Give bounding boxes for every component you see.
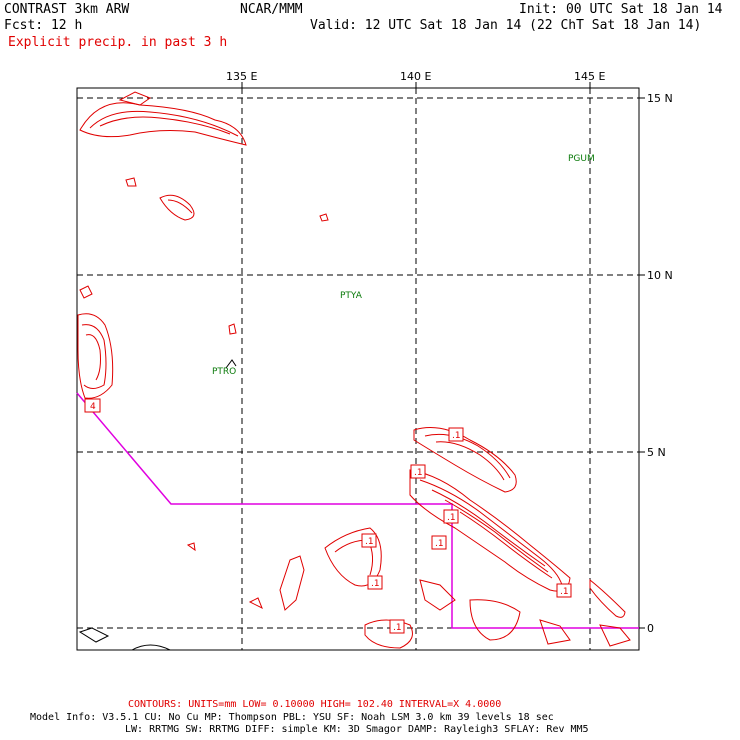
station-ptro: PTRO (212, 367, 236, 377)
lon-label-140: 140 E (400, 70, 431, 83)
contour-label: 4 (90, 402, 96, 412)
contour-label: .1 (435, 539, 444, 549)
contour-label: .1 (393, 623, 402, 633)
lat-label-5: 5 N (647, 446, 666, 459)
init-time: Init: 00 UTC Sat 18 Jan 14 (519, 2, 723, 17)
station-pgum: PGUM (568, 154, 595, 164)
org-label: NCAR/MMM (240, 2, 303, 17)
contour-info: CONTOURS: UNITS=mm LOW= 0.10000 HIGH= 10… (128, 699, 502, 710)
field-title: Explicit precip. in past 3 h (8, 35, 228, 50)
model-info-line2: LW: RRTMG SW: RRTMG DIFF: simple KM: 3D … (125, 724, 589, 735)
valid-time: Valid: 12 UTC Sat 18 Jan 14 (22 ChT Sat … (310, 18, 702, 33)
lon-label-145: 145 E (574, 70, 605, 83)
lat-label-10: 10 N (647, 269, 673, 282)
contour-label: .1 (414, 468, 423, 478)
contour-labels: 4 .1 .1 .1 .1 .1 .1 .1 .1 (84, 398, 572, 634)
tick-marks (241, 82, 645, 629)
contour-label: .1 (560, 587, 569, 597)
model-info-line1: Model Info: V3.5.1 CU: No Cu MP: Thompso… (30, 712, 554, 723)
precip-contours (77, 91, 631, 649)
contour-label: .1 (447, 513, 456, 523)
lon-label-135: 135 E (226, 70, 257, 83)
contour-label: .1 (371, 579, 380, 589)
coastline (78, 359, 237, 651)
model-title: CONTRAST 3km ARW (4, 2, 130, 17)
lat-label-0: 0 (647, 622, 654, 635)
lat-lon-grid (77, 88, 639, 650)
station-ptya: PTYA (340, 291, 363, 301)
map-frame (76, 87, 640, 651)
contour-label: .1 (365, 537, 374, 547)
forecast-hour: Fcst: 12 h (4, 18, 83, 33)
lat-label-15: 15 N (647, 92, 673, 105)
contour-label: .1 (452, 431, 461, 441)
domain-boundary (76, 392, 639, 629)
